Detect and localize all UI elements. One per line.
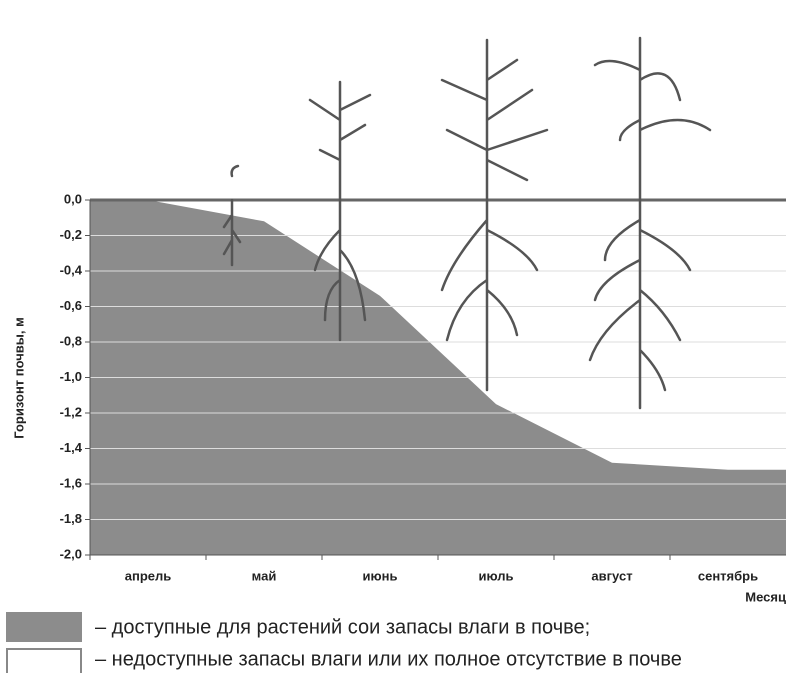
legend-label: – доступные для растений сои запасы влаг… [95,616,590,638]
x-tick-label: июнь [363,568,398,583]
x-axis-label: Месяц [745,589,786,604]
legend-swatch [7,649,81,673]
legend-label: – недоступные запасы влаги или их полное… [95,648,682,670]
x-tick-label: сентябрь [698,568,758,583]
x-tick-label: май [252,568,277,583]
y-tick-label: -0,4 [60,262,83,277]
y-tick-label: -1,4 [60,440,83,455]
plant [590,38,710,408]
y-tick-label: -0,8 [60,333,82,348]
x-tick-label: апрель [125,568,172,583]
plant [442,40,547,390]
y-tick-label: -1,8 [60,511,82,526]
y-tick-label: -1,2 [60,404,82,419]
y-tick-label: -0,2 [60,227,82,242]
plot-area [85,200,786,560]
y-tick-label: -1,0 [60,369,82,384]
legend-swatch [6,612,82,642]
x-tick-label: август [591,568,632,583]
y-tick-label: 0,0 [64,191,82,206]
y-tick-label: -0,6 [60,298,82,313]
x-tick-label: июль [478,568,513,583]
y-tick-label: -1,6 [60,475,82,490]
chart: Горизонт почвы, м Месяц – доступные для … [0,0,788,673]
y-axis-label: Горизонт почвы, м [11,317,26,438]
y-tick-label: -2,0 [60,546,82,561]
